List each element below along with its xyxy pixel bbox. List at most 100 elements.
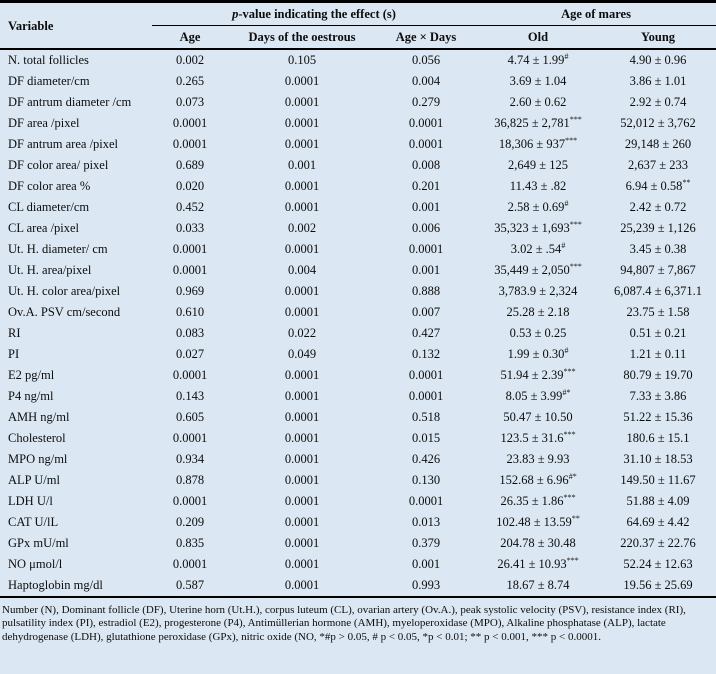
pvalue-age-cell: 0.033 [152, 218, 228, 239]
pvalue-days-cell: 0.0001 [228, 428, 376, 449]
significance-superscript: # [564, 198, 569, 208]
cell-value: 220.37 ± 22.76 [620, 536, 696, 550]
young-value-cell: 31.10 ± 18.53 [600, 449, 716, 470]
cell-value: 0.132 [411, 347, 441, 361]
pvalue-days-cell: 0.0001 [228, 197, 376, 218]
significance-superscript: *** [569, 219, 582, 229]
old-value-cell: 2,649 ± 125 [476, 155, 600, 176]
cell-value: 0.0001 [284, 452, 320, 466]
pvalue-days-cell: 0.0001 [228, 575, 376, 597]
pvalue-age-cell: 0.0001 [152, 113, 228, 134]
table-row: NO μmol/l 0.0001 0.0001 0.001 26.41 ± 10.93*… [0, 554, 716, 575]
cell-value: 0.008 [411, 158, 441, 172]
pvalue-agedays-cell: 0.001 [376, 554, 476, 575]
cell-value: CAT U/lL [8, 515, 59, 529]
cell-value: 0.056 [411, 53, 441, 67]
pvalue-italic-p: p [232, 7, 239, 21]
cell-value: 26.41 ± 10.93 [497, 557, 567, 571]
young-value-cell: 3.45 ± 0.38 [600, 239, 716, 260]
pvalue-agedays-cell: 0.001 [376, 260, 476, 281]
pvalue-days-cell: 0.0001 [228, 491, 376, 512]
cell-value: 0.427 [411, 326, 441, 340]
cell-value: 35,449 ± 2,050 [494, 263, 570, 277]
old-value-cell: 36,825 ± 2,781*** [476, 113, 600, 134]
table-row: DF antrum area /pixel 0.0001 0.0001 0.0001 1… [0, 134, 716, 155]
old-value-cell: 152.68 ± 6.96#* [476, 470, 600, 491]
pvalue-age-cell: 0.610 [152, 302, 228, 323]
old-value-cell: 25.28 ± 2.18 [476, 302, 600, 323]
cell-value: 6.94 ± 0.58 [625, 179, 683, 193]
cell-value: 0.0001 [284, 74, 320, 88]
pvalue-age-cell: 0.452 [152, 197, 228, 218]
young-value-cell: 149.50 ± 11.67 [600, 470, 716, 491]
young-value-cell: 23.75 ± 1.58 [600, 302, 716, 323]
old-value-cell: 8.05 ± 3.99#* [476, 386, 600, 407]
variable-cell: E2 pg/ml [0, 365, 152, 386]
cell-value: 0.001 [287, 158, 317, 172]
cell-value: 0.0001 [284, 389, 320, 403]
pvalue-days-cell: 0.004 [228, 260, 376, 281]
pvalue-days-cell: 0.0001 [228, 386, 376, 407]
col-header-old: Old [476, 25, 600, 50]
table-row: ALP U/ml 0.878 0.0001 0.130 152.68 ± 6.96#* 1… [0, 470, 716, 491]
cell-value: 0.0001 [284, 410, 320, 424]
table-row: Ov.A. PSV cm/second 0.610 0.0001 0.007 25.28… [0, 302, 716, 323]
cell-value: 0.0001 [284, 368, 320, 382]
cell-value: 0.027 [175, 347, 205, 361]
pvalue-age-cell: 0.835 [152, 533, 228, 554]
table-row: DF color area % 0.020 0.0001 0.201 11.43 ± .… [0, 176, 716, 197]
cell-value: DF area /pixel [8, 116, 80, 130]
pvalue-days-cell: 0.022 [228, 323, 376, 344]
cell-value: 0.0001 [284, 95, 320, 109]
pvalue-age-cell: 0.0001 [152, 554, 228, 575]
cell-value: 0.587 [175, 578, 205, 592]
cell-value: E2 pg/ml [8, 368, 55, 382]
cell-value: 2,649 ± 125 [508, 158, 568, 172]
variable-cell: Haptoglobin mg/dl [0, 575, 152, 597]
pvalue-days-cell: 0.0001 [228, 113, 376, 134]
cell-value: 0.004 [287, 263, 317, 277]
cell-value: 0.0001 [172, 263, 208, 277]
pvalue-age-cell: 0.073 [152, 92, 228, 113]
cell-value: DF antrum area /pixel [8, 137, 119, 151]
pvalue-days-cell: 0.0001 [228, 134, 376, 155]
cell-value: 0.0001 [284, 284, 320, 298]
table-row: Haptoglobin mg/dl 0.587 0.0001 0.993 18.67 ±… [0, 575, 716, 597]
variable-cell: Ut. H. area/pixel [0, 260, 152, 281]
variable-cell: PI [0, 344, 152, 365]
significance-superscript: #* [562, 387, 571, 397]
cell-value: 102.48 ± 13.59 [496, 515, 572, 529]
young-value-cell: 180.6 ± 15.1 [600, 428, 716, 449]
young-value-cell: 3.86 ± 1.01 [600, 71, 716, 92]
cell-value: 3.69 ± 1.04 [509, 74, 567, 88]
significance-superscript: *** [563, 366, 576, 376]
pvalue-days-cell: 0.001 [228, 155, 376, 176]
old-value-cell: 2.60 ± 0.62 [476, 92, 600, 113]
cell-value: 0.033 [175, 221, 205, 235]
cell-value: 0.0001 [172, 494, 208, 508]
cell-value: 0.001 [411, 557, 441, 571]
young-value-cell: 2.42 ± 0.72 [600, 197, 716, 218]
cell-value: Ut. H. diameter/ cm [8, 242, 108, 256]
pvalue-agedays-cell: 0.0001 [376, 113, 476, 134]
cell-value: 51.22 ± 15.36 [623, 410, 693, 424]
cell-value: 0.53 ± 0.25 [509, 326, 567, 340]
young-value-cell: 220.37 ± 22.76 [600, 533, 716, 554]
pvalue-days-cell: 0.0001 [228, 470, 376, 491]
cell-value: 0.0001 [408, 494, 444, 508]
pvalue-agedays-cell: 0.201 [376, 176, 476, 197]
table-row: LDH U/l 0.0001 0.0001 0.0001 26.35 ± 1.86***… [0, 491, 716, 512]
cell-value: 6,087.4 ± 6,371.1 [613, 284, 703, 298]
cell-value: 0.0001 [284, 116, 320, 130]
cell-value: 0.0001 [172, 242, 208, 256]
cell-value: 0.0001 [284, 515, 320, 529]
table-row: P4 ng/ml 0.143 0.0001 0.0001 8.05 ± 3.99#* 7.… [0, 386, 716, 407]
cell-value: 0.0001 [284, 557, 320, 571]
sub-header-row: Age Days of the oestrous Age × Days Old … [0, 25, 716, 50]
cell-value: ALP U/ml [8, 473, 60, 487]
young-value-cell: 1.21 ± 0.11 [600, 344, 716, 365]
cell-value: 0.002 [175, 53, 205, 67]
cell-value: 0.265 [175, 74, 205, 88]
cell-value: 0.610 [175, 305, 205, 319]
cell-value: 2,637 ± 233 [628, 158, 688, 172]
